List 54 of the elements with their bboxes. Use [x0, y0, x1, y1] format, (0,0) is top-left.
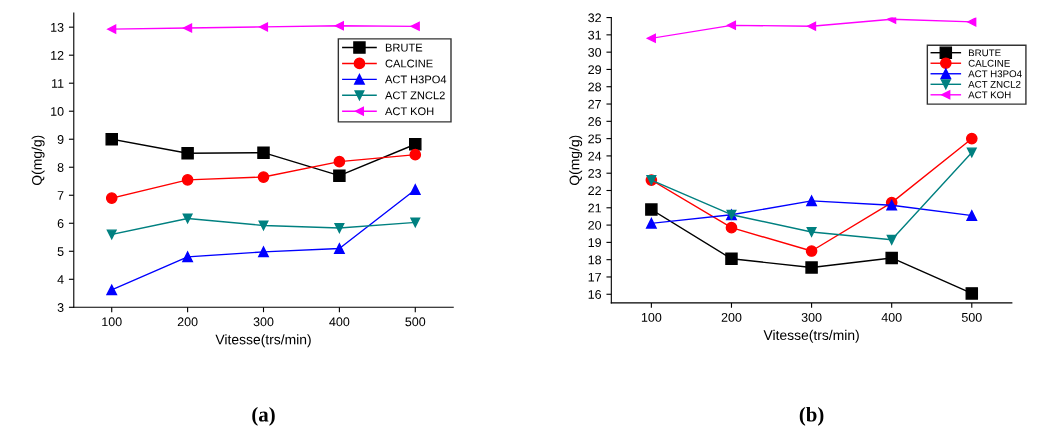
legend-label: ACT KOH: [968, 91, 1011, 99]
x-tick-label: 100: [641, 312, 662, 322]
legend-label: ACT ZNCL2: [968, 80, 1021, 88]
y-tick-label: 29: [588, 65, 602, 75]
x-tick-label: 500: [961, 312, 982, 322]
y-tick-label: 22: [588, 186, 601, 196]
y-tick-label: 23: [588, 169, 602, 178]
legend-label: CALCINE: [968, 59, 1010, 67]
legend-label: ACT ZNCL2: [385, 91, 445, 100]
x-tick-label: 400: [881, 312, 902, 322]
y-tick-label: 18: [588, 255, 602, 265]
text: (a): [252, 406, 275, 426]
y-tick-label: 20: [588, 220, 602, 230]
legend-label: ACT H3PO4: [968, 70, 1022, 78]
y-tick-label: 10: [51, 107, 64, 116]
y-tick-label: 31: [588, 30, 601, 40]
y-tick-label: 26: [588, 117, 602, 126]
x-tick-label: 300: [253, 317, 274, 327]
y-tick-label: 16: [588, 290, 602, 299]
y-axis-title: Q(mg/g): [569, 135, 583, 186]
legend-label: ACT KOH: [385, 107, 434, 116]
y-tick-label: 19: [588, 238, 602, 248]
y-tick-label: 32: [588, 13, 601, 23]
text: (b): [799, 406, 824, 426]
y-tick-label: 28: [588, 82, 602, 92]
y-tick-label: 8: [57, 163, 64, 172]
y-tick-label: 7: [57, 191, 64, 200]
y-axis-title: Q(mg/g): [31, 135, 45, 186]
y-tick-label: 27: [588, 99, 601, 109]
y-tick-label: 13: [51, 22, 64, 32]
y-tick-label: 5: [57, 247, 64, 256]
legend-label: ACT H3PO4: [385, 75, 447, 84]
x-tick-label: 100: [102, 317, 122, 327]
y-tick-label: 21: [588, 203, 601, 213]
x-tick-label: 400: [329, 317, 350, 327]
y-tick-label: 6: [57, 219, 64, 228]
x-tick-label: 200: [721, 312, 742, 322]
legend-label: BRUTE: [968, 49, 1001, 57]
x-tick-label: 200: [177, 317, 198, 327]
y-tick-label: 9: [57, 135, 64, 144]
y-tick-label: 4: [57, 275, 64, 284]
y-tick-label: 30: [588, 47, 602, 57]
x-axis-title: Vitesse(trs/min): [215, 334, 311, 348]
y-tick-label: 25: [588, 134, 602, 144]
legend-label: BRUTE: [385, 43, 423, 52]
y-tick-label: 3: [57, 303, 64, 312]
y-tick-label: 11: [52, 79, 64, 88]
y-tick-label: 12: [51, 50, 64, 60]
y-tick-label: 24: [588, 151, 602, 161]
x-tick-label: 300: [801, 312, 822, 322]
legend-label: CALCINE: [385, 59, 433, 68]
x-tick-label: 500: [405, 317, 426, 327]
y-tick-label: 17: [588, 272, 601, 282]
x-axis-title: Vitesse(trs/min): [763, 329, 859, 343]
